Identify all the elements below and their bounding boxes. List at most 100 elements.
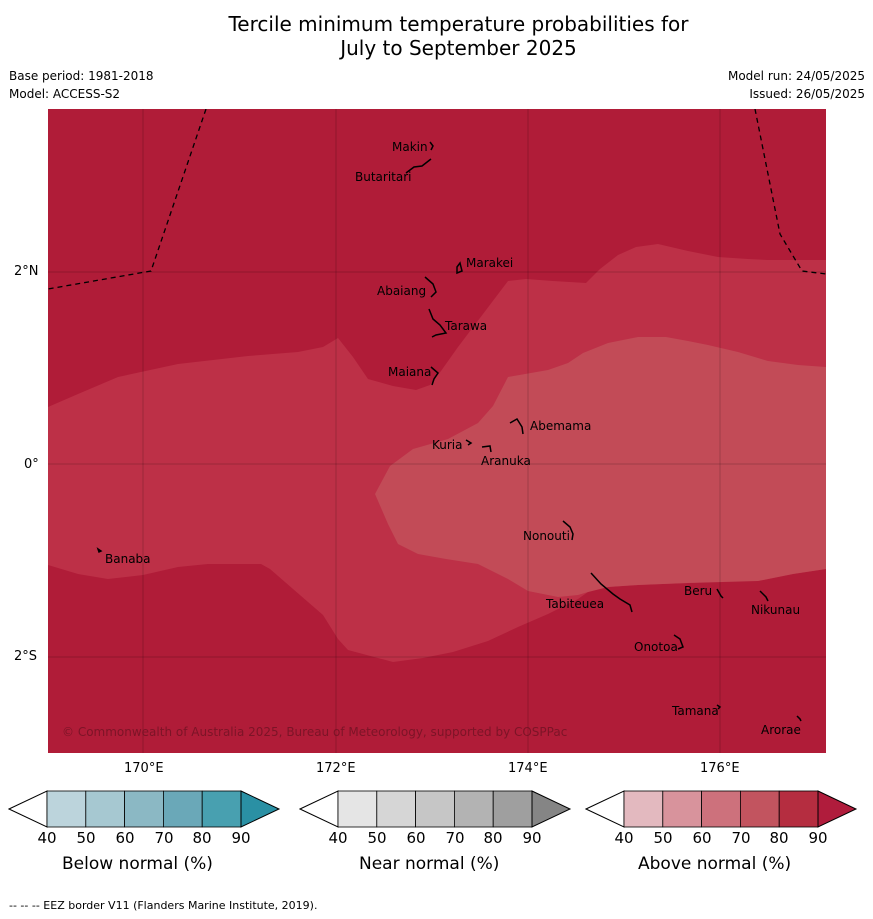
eez-footnote: -- -- -- EEZ border V11 (Flanders Marine… bbox=[9, 899, 318, 912]
colorbar-cell-60 bbox=[415, 790, 455, 828]
meta-left: Base period: 1981-2018 Model: ACCESS-S2 bbox=[9, 67, 154, 103]
above-tick-40: 40 bbox=[614, 829, 634, 847]
near-tick-90: 90 bbox=[522, 829, 542, 847]
island-kuria bbox=[465, 439, 473, 446]
grid-lines bbox=[48, 109, 826, 753]
island-abaiang bbox=[424, 276, 437, 298]
colorbar-cell-70 bbox=[453, 790, 494, 828]
lat-label-2n: 2°N bbox=[14, 264, 39, 279]
islands bbox=[96, 141, 802, 722]
place-label-abemama: Abemama bbox=[530, 419, 591, 433]
lat-label-2s: 2°S bbox=[14, 649, 38, 664]
title-line-2: July to September 2025 bbox=[340, 36, 577, 60]
colorbar-above-label: Above normal (%) bbox=[638, 854, 792, 874]
near-tick-40: 40 bbox=[328, 829, 348, 847]
place-label-onotoa: Onotoa bbox=[634, 640, 678, 654]
place-label-aranuka: Aranuka bbox=[481, 454, 531, 468]
island-banaba bbox=[96, 547, 103, 554]
place-label-arorae: Arorae bbox=[761, 723, 801, 737]
island-tabiteuea bbox=[590, 572, 633, 613]
colorbar-cell-50 bbox=[376, 790, 417, 828]
island-arorae bbox=[796, 715, 802, 722]
island-marakei bbox=[456, 261, 463, 275]
issued-date: Issued: 26/05/2025 bbox=[749, 87, 865, 101]
place-label-kuria: Kuria bbox=[432, 438, 463, 452]
island-beru bbox=[716, 588, 724, 599]
colorbar-cell-80 bbox=[778, 790, 819, 828]
colorbar-cell-40 bbox=[337, 790, 378, 828]
colorbar-cell-80 bbox=[492, 790, 533, 828]
place-label-abaiang: Abaiang bbox=[377, 284, 426, 298]
above-tick-80: 80 bbox=[769, 829, 789, 847]
below-tick-80: 80 bbox=[192, 829, 212, 847]
lon-label-170e: 170°E bbox=[124, 761, 164, 776]
island-abemama bbox=[509, 417, 524, 435]
eez-border bbox=[48, 109, 826, 290]
colorbar-extend-low bbox=[8, 790, 48, 828]
above-tick-50: 50 bbox=[653, 829, 673, 847]
map-title: Tercile minimum temperature probabilitie… bbox=[0, 12, 873, 60]
meta-right: Model run: 24/05/2025 Issued: 26/05/2025 bbox=[728, 67, 865, 103]
below-tick-40: 40 bbox=[37, 829, 57, 847]
island-butaritari bbox=[405, 158, 432, 174]
place-label-tarawa: Tarawa bbox=[444, 319, 487, 333]
lat-label-0: 0° bbox=[24, 457, 39, 472]
island-aranuka bbox=[481, 445, 492, 453]
island-nikunau bbox=[759, 590, 769, 602]
below-tick-50: 50 bbox=[76, 829, 96, 847]
colorbar-extend-high bbox=[817, 790, 858, 828]
model-run: Model run: 24/05/2025 bbox=[727, 69, 865, 83]
title-line-1: Tercile minimum temperature probabilitie… bbox=[228, 12, 689, 36]
place-label-marakei: Marakei bbox=[466, 256, 513, 270]
place-label-makin: Makin bbox=[392, 140, 428, 154]
lon-label-172e: 172°E bbox=[316, 761, 356, 776]
colorbar-cell-50 bbox=[85, 790, 126, 828]
place-label-nonouti: Nonouti bbox=[523, 529, 570, 543]
near-tick-70: 70 bbox=[445, 829, 465, 847]
lon-label-174e: 174°E bbox=[508, 761, 548, 776]
place-label-nikunau: Nikunau bbox=[751, 603, 800, 617]
colorbar-near-label: Near normal (%) bbox=[359, 854, 500, 874]
place-label-tamana: Tamana bbox=[671, 704, 719, 718]
colorbar-extend-high bbox=[531, 790, 572, 828]
above-tick-90: 90 bbox=[808, 829, 828, 847]
model-name: Model: ACCESS-S2 bbox=[9, 87, 121, 101]
place-label-beru: Beru bbox=[684, 584, 712, 598]
colorbar-cell-40 bbox=[46, 790, 87, 828]
below-tick-90: 90 bbox=[231, 829, 251, 847]
colorbar-cell-70 bbox=[162, 790, 203, 828]
place-label-maiana: Maiana bbox=[388, 365, 431, 379]
copyright-text: © Commonwealth of Australia 2025, Bureau… bbox=[62, 725, 567, 739]
colorbar-above-normal bbox=[585, 790, 858, 828]
colorbar-extend-low bbox=[299, 790, 339, 828]
zone-above-70 bbox=[375, 337, 826, 597]
place-label-butaritari: Butaritari bbox=[355, 170, 412, 184]
colorbar-extend-low bbox=[585, 790, 625, 828]
island-maiana bbox=[430, 366, 439, 386]
below-tick-70: 70 bbox=[154, 829, 174, 847]
place-label-banaba: Banaba bbox=[105, 552, 151, 566]
place-label-tabiteuea: Tabiteuea bbox=[545, 597, 604, 611]
lon-label-176e: 176°E bbox=[700, 761, 740, 776]
island-tarawa bbox=[428, 308, 448, 338]
colorbar-below-normal bbox=[8, 790, 281, 828]
base-period: Base period: 1981-2018 bbox=[9, 69, 154, 83]
above-tick-60: 60 bbox=[692, 829, 712, 847]
near-tick-50: 50 bbox=[367, 829, 387, 847]
colorbar-extend-high bbox=[240, 790, 281, 828]
island-tamana bbox=[716, 704, 722, 710]
near-tick-80: 80 bbox=[483, 829, 503, 847]
probability-map: Makin Butaritari Marakei Abaiang Tarawa … bbox=[48, 109, 826, 753]
colorbar-below-label: Below normal (%) bbox=[62, 854, 213, 874]
colorbar-cell-60 bbox=[701, 790, 741, 828]
colorbar-cell-40 bbox=[623, 790, 664, 828]
below-tick-60: 60 bbox=[115, 829, 135, 847]
colorbar-cell-50 bbox=[662, 790, 703, 828]
island-makin bbox=[429, 141, 434, 151]
colorbar-cell-80 bbox=[201, 790, 242, 828]
island-onotoa bbox=[673, 634, 684, 650]
above-tick-70: 70 bbox=[731, 829, 751, 847]
colorbar-near-normal bbox=[299, 790, 572, 828]
colorbar-cell-70 bbox=[739, 790, 780, 828]
colorbar-cell-60 bbox=[124, 790, 164, 828]
